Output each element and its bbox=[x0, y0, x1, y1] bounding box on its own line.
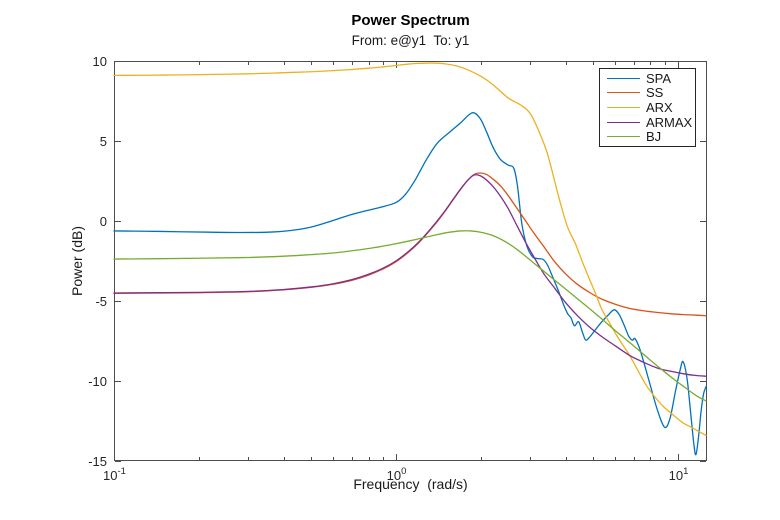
y-tick-label: -5 bbox=[95, 294, 107, 309]
x-axis-label: Frequency (rad/s) bbox=[353, 476, 468, 492]
legend-line-swatch bbox=[607, 121, 640, 123]
legend-item-label: SS bbox=[646, 85, 664, 101]
chart-subtitle: From: e@y1 To: y1 bbox=[351, 33, 470, 48]
y-tick-label: 0 bbox=[100, 214, 107, 229]
legend-item-label: ARX bbox=[646, 99, 673, 115]
legend: SPA SS ARX ARMAX BJ bbox=[599, 68, 696, 147]
legend-item-label: BJ bbox=[646, 129, 662, 145]
legend-item-SPA: SPA bbox=[600, 72, 695, 85]
legend-item-SS: SS bbox=[600, 86, 695, 99]
legend-item-label: ARMAX bbox=[646, 114, 693, 130]
series-line-ARMAX bbox=[113, 174, 707, 377]
legend-item-BJ: BJ bbox=[600, 130, 695, 143]
plot-border bbox=[114, 61, 707, 461]
y-tick-label: -10 bbox=[88, 374, 107, 389]
series-line-BJ bbox=[113, 230, 707, 402]
legend-item-ARMAX: ARMAX bbox=[600, 116, 695, 129]
series-line-ARX bbox=[113, 62, 707, 437]
legend-item-ARX: ARX bbox=[600, 101, 695, 114]
series-line-SS bbox=[113, 172, 707, 317]
y-tick-label: 10 bbox=[93, 54, 107, 69]
chart-title: Power Spectrum bbox=[351, 12, 470, 29]
legend-line-swatch bbox=[607, 136, 640, 138]
legend-line-swatch bbox=[607, 106, 640, 108]
y-tick-label: 5 bbox=[100, 134, 107, 149]
legend-line-swatch bbox=[607, 92, 640, 94]
y-tick-label: -15 bbox=[88, 454, 107, 469]
series-line-SPA bbox=[113, 112, 707, 456]
legend-item-label: SPA bbox=[646, 70, 672, 86]
legend-line-swatch bbox=[607, 77, 640, 79]
y-axis-label: Power (dB) bbox=[69, 225, 85, 297]
